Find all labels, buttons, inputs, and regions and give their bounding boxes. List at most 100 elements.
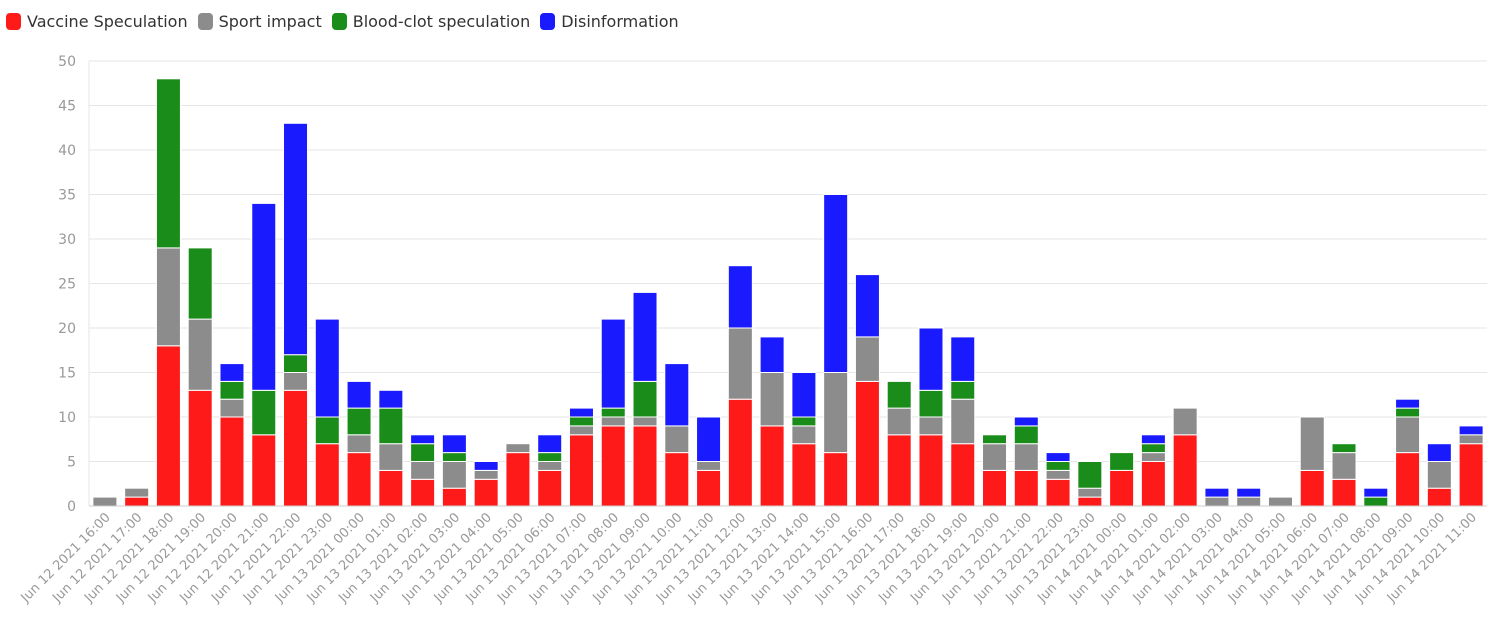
bar-disinformation: [473, 461, 499, 471]
bar-vaccine-speculation: [664, 452, 690, 507]
y-tick-label: 30: [58, 232, 76, 248]
bar-vaccine-speculation: [1395, 452, 1421, 507]
legend-item-blood-clot-speculation[interactable]: Blood-clot speculation: [331, 11, 531, 31]
bar-sport-impact: [537, 461, 563, 471]
bar-vaccine-speculation: [791, 443, 817, 507]
bar-sport-impact: [568, 425, 594, 436]
legend-item-sport-impact[interactable]: Sport impact: [197, 12, 322, 31]
bar-sport-impact: [1236, 496, 1262, 507]
bar-disinformation: [696, 416, 722, 462]
legend-label-disinformation: Disinformation: [561, 11, 679, 31]
bar-blood-clot-speculation: [950, 380, 976, 400]
bar-disinformation: [632, 291, 658, 382]
legend-label-blood-clot-speculation: Blood-clot speculation: [352, 11, 531, 31]
bar-disinformation: [727, 265, 753, 329]
bar-sport-impact: [219, 398, 245, 418]
bar-vaccine-speculation: [124, 496, 150, 507]
legend-swatch-disinformation: [540, 12, 556, 30]
bar-disinformation: [759, 336, 785, 373]
bar-vaccine-speculation: [1109, 469, 1135, 507]
bar-disinformation: [1363, 487, 1389, 498]
bar-disinformation: [346, 380, 372, 409]
bar-disinformation: [219, 363, 245, 382]
bar-vaccine-speculation: [1331, 478, 1357, 507]
bar-sport-impact: [1426, 461, 1452, 489]
bar-sport-impact: [1172, 407, 1198, 436]
bar-sport-impact: [1395, 416, 1421, 454]
bar-disinformation: [1426, 443, 1452, 463]
legend-label-vaccine-speculation: Vaccine Speculation: [27, 11, 188, 31]
bar-vaccine-speculation: [1045, 478, 1071, 507]
y-tick-label: 20: [58, 321, 76, 337]
bar-vaccine-speculation: [537, 469, 563, 507]
bar-disinformation: [410, 434, 436, 445]
bar-sport-impact: [664, 425, 690, 454]
bar-vaccine-speculation: [283, 389, 309, 507]
bar-disinformation: [537, 434, 563, 454]
bar-vaccine-speculation: [473, 478, 499, 507]
bar-blood-clot-speculation: [632, 380, 658, 418]
bar-blood-clot-speculation: [314, 416, 340, 445]
bar-vaccine-speculation: [219, 416, 245, 507]
bar-sport-impact: [759, 372, 785, 427]
y-tick-label: 15: [58, 366, 76, 382]
bar-vaccine-speculation: [346, 452, 372, 507]
bar-disinformation: [950, 336, 976, 382]
chart-legend: Vaccine Speculation Sport impact Blood-c…: [6, 9, 689, 33]
bar-sport-impact: [441, 461, 467, 489]
legend-item-vaccine-speculation[interactable]: Vaccine Speculation: [6, 12, 188, 31]
bar-sport-impact: [1013, 443, 1039, 471]
bar-disinformation: [854, 274, 880, 338]
bar-disinformation: [600, 318, 626, 409]
bar-disinformation: [918, 327, 944, 391]
bar-disinformation: [1458, 425, 1484, 436]
bar-disinformation: [283, 122, 309, 356]
y-tick-label: 25: [58, 277, 76, 293]
bar-vaccine-speculation: [505, 452, 531, 507]
legend-item-disinformation[interactable]: Disinformation: [540, 11, 679, 31]
bar-blood-clot-speculation: [187, 247, 213, 320]
bar-disinformation: [664, 363, 690, 427]
bar-blood-clot-speculation: [219, 380, 245, 400]
bar-sport-impact: [155, 247, 181, 347]
bar-blood-clot-speculation: [155, 78, 181, 249]
bar-sport-impact: [187, 318, 213, 391]
bar-sport-impact: [346, 434, 372, 454]
legend-swatch-vaccine-speculation: [6, 12, 21, 30]
bar-disinformation: [1204, 487, 1230, 498]
bar-sport-impact: [982, 443, 1008, 471]
y-tick-label: 45: [58, 99, 76, 115]
bar-vaccine-speculation: [982, 469, 1008, 507]
bar-sport-impact: [92, 496, 118, 507]
bar-vaccine-speculation: [1077, 496, 1103, 507]
bar-disinformation: [378, 389, 404, 409]
bar-vaccine-speculation: [378, 469, 404, 507]
bar-disinformation: [1395, 398, 1421, 409]
bar-sport-impact: [1299, 416, 1325, 471]
bar-disinformation: [441, 434, 467, 454]
bar-disinformation: [251, 202, 277, 391]
bar-blood-clot-speculation: [1331, 443, 1357, 454]
bar-vaccine-speculation: [1140, 461, 1166, 507]
bar-vaccine-speculation: [410, 478, 436, 507]
y-tick-label: 35: [58, 188, 76, 204]
bar-vaccine-speculation: [727, 398, 753, 507]
bar-sport-impact: [410, 461, 436, 480]
bar-sport-impact: [124, 487, 150, 498]
bar-vaccine-speculation: [854, 380, 880, 507]
bar-sport-impact: [823, 372, 849, 454]
bar-blood-clot-speculation: [600, 407, 626, 418]
bar-vaccine-speculation: [950, 443, 976, 507]
legend-swatch-sport-impact: [197, 12, 213, 30]
bar-blood-clot-speculation: [1013, 425, 1039, 445]
bar-vaccine-speculation: [696, 469, 722, 507]
bar-blood-clot-speculation: [283, 354, 309, 374]
y-tick-label: 10: [58, 410, 76, 426]
bar-blood-clot-speculation: [1045, 461, 1071, 471]
bar-vaccine-speculation: [1299, 469, 1325, 507]
bar-disinformation: [1140, 434, 1166, 445]
bar-sport-impact: [283, 372, 309, 391]
bar-sport-impact: [950, 398, 976, 445]
bar-blood-clot-speculation: [886, 380, 912, 409]
